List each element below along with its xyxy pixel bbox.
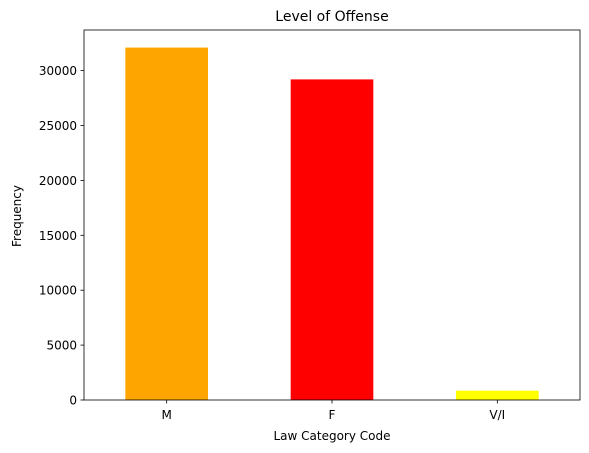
y-tick-label: 5000 [46, 339, 77, 353]
y-axis-ticks: 0 5000 10000 15000 20000 25000 30000 [39, 64, 84, 408]
y-tick-label: 30000 [39, 64, 77, 78]
x-tick-label: V/I [489, 408, 505, 422]
bar-f [290, 79, 374, 400]
x-tick-label: M [161, 408, 171, 422]
x-axis-label: Law Category Code [273, 429, 390, 443]
plot-area-frame [83, 29, 581, 401]
x-axis-ticks: M F V/I [161, 400, 505, 422]
y-tick-label: 20000 [39, 174, 77, 188]
bar-m [125, 47, 208, 400]
bar-v-i [456, 390, 539, 400]
y-tick-label: 25000 [39, 119, 77, 133]
y-tick-label: 0 [69, 394, 77, 408]
y-axis-label: Frequency [10, 185, 24, 247]
bars-group [125, 47, 539, 400]
chart-title: Level of Offense [275, 9, 388, 25]
y-tick-label: 15000 [39, 229, 77, 243]
x-tick-label: F [329, 408, 336, 422]
y-tick-label: 10000 [39, 284, 77, 298]
